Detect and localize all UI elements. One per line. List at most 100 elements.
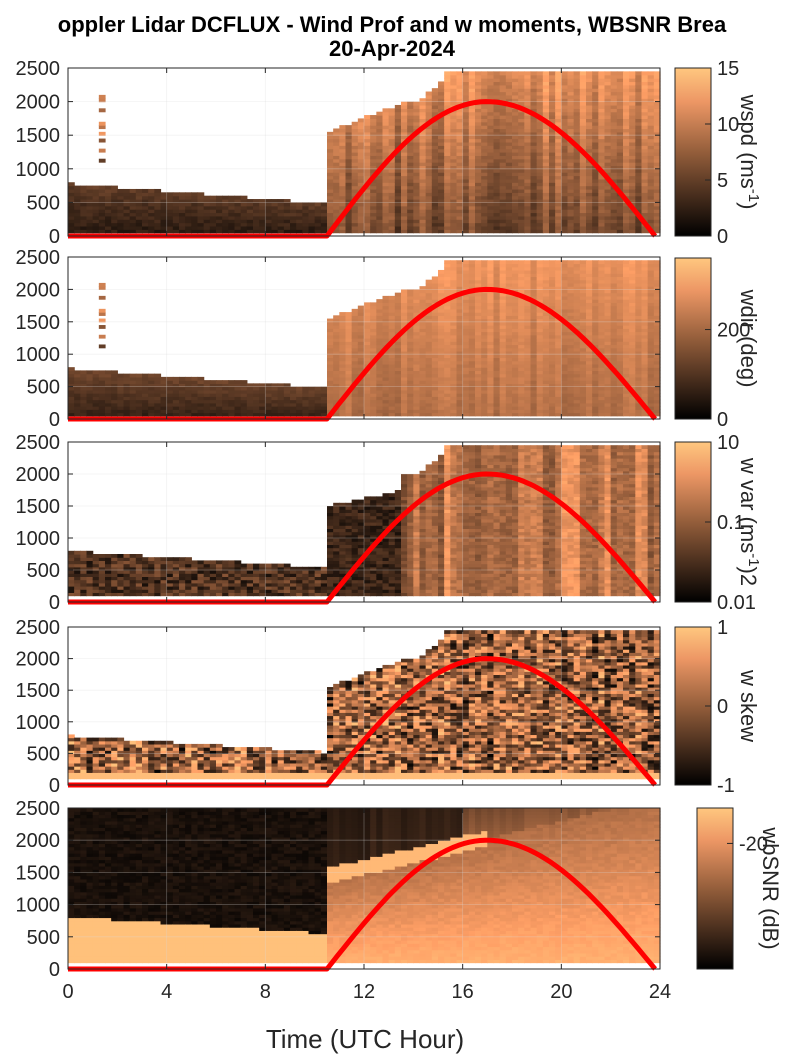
heatmap-cell	[123, 225, 131, 230]
heatmap-cell	[499, 386, 507, 391]
heatmap-cell	[444, 195, 451, 200]
heatmap-cell	[468, 266, 476, 271]
heatmap-cell	[653, 121, 661, 126]
heatmap-cell	[524, 91, 532, 96]
heatmap-cell	[549, 148, 556, 153]
heatmap-cell	[518, 212, 525, 217]
heatmap-cell	[364, 162, 371, 167]
heatmap-cell	[431, 376, 439, 381]
heatmap-cell	[567, 155, 575, 160]
heatmap-cell	[253, 209, 260, 214]
heatmap-cell	[481, 172, 488, 177]
heatmap-cell	[209, 219, 217, 224]
heatmap-cell	[475, 229, 482, 234]
heatmap-cell	[148, 188, 155, 193]
heatmap-cell	[450, 305, 458, 310]
heatmap-cell	[431, 360, 439, 365]
heatmap-cell	[148, 373, 155, 378]
heatmap-cell	[438, 148, 445, 153]
heatmap-cell	[549, 215, 556, 220]
heatmap-cell	[413, 215, 421, 220]
heatmap-cell	[481, 195, 488, 200]
heatmap-cell	[376, 412, 384, 417]
heatmap-cell	[499, 399, 507, 404]
heatmap-cell	[555, 101, 562, 106]
heatmap-cell	[542, 357, 550, 362]
heatmap-cell	[431, 135, 439, 140]
heatmap-cell	[549, 363, 556, 368]
heatmap-cell	[586, 178, 593, 183]
heatmap-cell	[567, 71, 575, 76]
heatmap-cell	[555, 88, 562, 93]
heatmap-cell	[487, 209, 495, 214]
heatmap-cell	[345, 380, 353, 384]
heatmap-cell	[530, 289, 538, 294]
heatmap-cell	[401, 389, 408, 394]
heatmap-cell	[382, 406, 390, 410]
heatmap-cell	[419, 393, 427, 397]
heatmap-cell	[234, 399, 242, 404]
heatmap-cell	[314, 209, 322, 214]
heatmap-cell	[339, 145, 347, 150]
heatmap-cell	[444, 409, 451, 414]
heatmap-cell	[407, 168, 414, 173]
heatmap-cell	[536, 192, 544, 197]
heatmap-cell	[142, 188, 149, 193]
heatmap-cell	[616, 138, 624, 143]
heatmap-cell	[117, 229, 125, 234]
heatmap-cell	[561, 138, 569, 143]
heatmap-cell	[228, 393, 236, 397]
heatmap-cell	[327, 138, 334, 143]
heatmap-cell	[450, 209, 458, 214]
heatmap-cell	[456, 344, 464, 349]
heatmap-cell	[339, 205, 347, 210]
heatmap-cell	[475, 341, 482, 346]
heatmap-cell	[345, 409, 353, 414]
heatmap-cell	[438, 383, 445, 388]
heatmap-cell	[561, 88, 569, 93]
heatmap-cell	[536, 308, 544, 313]
heatmap-cell	[382, 325, 390, 329]
heatmap-cell	[598, 128, 606, 133]
heatmap-cell	[444, 178, 451, 183]
heatmap-cell	[475, 168, 482, 173]
heatmap-cell	[573, 168, 581, 173]
heatmap-cell	[351, 158, 359, 163]
heatmap-cell	[487, 412, 495, 417]
heatmap-cell	[499, 121, 507, 126]
heatmap-cell	[456, 279, 464, 284]
heatmap-cell	[308, 393, 316, 397]
heatmap-cell	[376, 215, 384, 220]
heatmap-cell	[487, 318, 495, 323]
heatmap-cell	[74, 219, 81, 224]
heatmap-cell	[394, 360, 402, 365]
heatmap-cell	[586, 192, 593, 197]
heatmap-cell	[623, 141, 630, 146]
heatmap-cell	[493, 212, 501, 217]
heatmap-cell	[376, 225, 384, 230]
heatmap-cell	[438, 225, 445, 230]
heatmap-cell	[468, 295, 476, 300]
heatmap-cell	[117, 412, 125, 417]
heatmap-cell	[222, 199, 229, 203]
heatmap-cell	[567, 192, 575, 197]
heatmap-cell	[493, 121, 501, 126]
heatmap-cell	[561, 229, 569, 234]
heatmap-cell	[629, 215, 636, 220]
heatmap-cell	[524, 373, 532, 378]
heatmap-cell	[413, 175, 421, 180]
heatmap-cell	[549, 380, 556, 384]
heatmap-cell	[425, 341, 433, 346]
heatmap-cell	[450, 212, 458, 217]
heatmap-cell	[431, 91, 439, 96]
heatmap-cell	[154, 386, 162, 391]
heatmap-cell	[425, 350, 433, 355]
heatmap-cell	[567, 162, 575, 167]
heatmap-cell	[259, 212, 266, 217]
heatmap-cell	[166, 225, 174, 230]
heatmap-cell	[518, 121, 525, 126]
heatmap-cell	[512, 350, 519, 355]
heatmap-cell	[351, 328, 359, 333]
heatmap-cell	[635, 165, 643, 170]
heatmap-cell	[475, 145, 482, 150]
